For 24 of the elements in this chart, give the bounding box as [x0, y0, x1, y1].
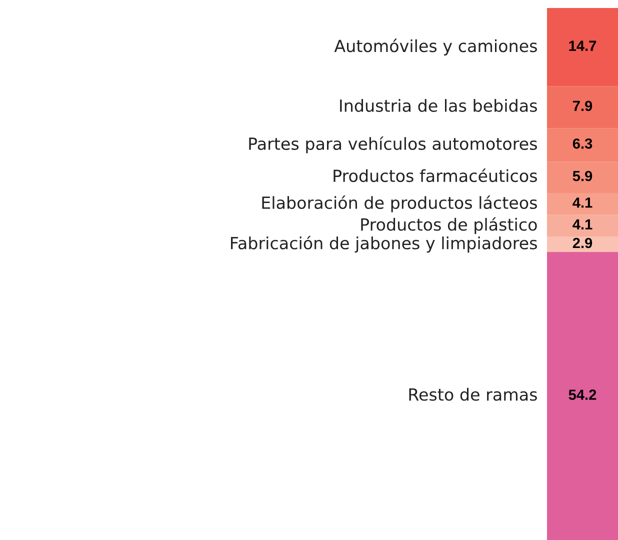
data-label: 4.1 [572, 198, 592, 208]
bar [547, 192, 618, 215]
bar [547, 236, 618, 252]
bar [547, 8, 618, 86]
series-label: Productos farmacéuticos [334, 168, 537, 182]
bar [547, 162, 618, 193]
series-label: Productos de plástico [361, 217, 537, 234]
series-label: Partes para vehículos automotores [249, 136, 537, 154]
series-label: Resto de ramas [409, 388, 537, 401]
series-label: Fabricación de jabones y limpiadores [231, 236, 537, 253]
series-label: Automóviles y camiones [334, 38, 537, 56]
data-label: 5.9 [572, 170, 592, 182]
bar [547, 128, 618, 162]
data-label: 54.2 [568, 390, 596, 400]
data-label: 14.7 [569, 40, 596, 51]
series-label: Industria de las bebidas [340, 99, 537, 112]
data-label: 4.1 [572, 219, 592, 230]
data-label: 2.9 [572, 238, 592, 248]
bar [547, 214, 618, 237]
bar [547, 86, 618, 128]
data-label: 7.9 [572, 100, 592, 112]
bar [547, 252, 618, 540]
series-label: Elaboración de productos lácteos [262, 195, 537, 212]
data-label: 6.3 [572, 138, 592, 149]
